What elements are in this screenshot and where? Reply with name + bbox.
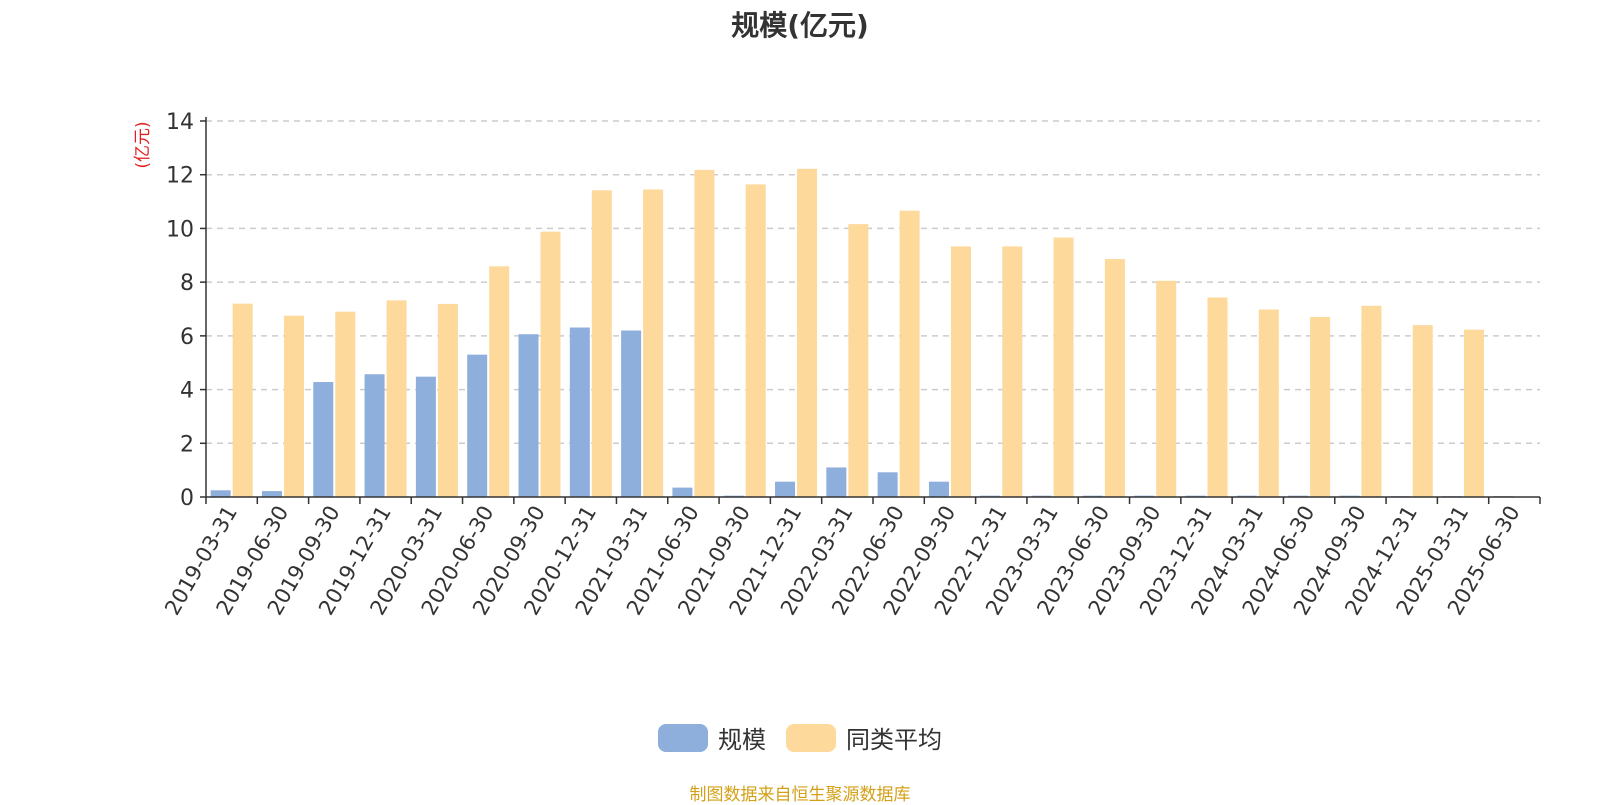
bar-peer-average-2020-03-31[interactable]	[437, 303, 458, 497]
bar-peer-average-2019-06-30[interactable]	[283, 315, 304, 497]
legend-swatch-peer-average	[786, 723, 836, 752]
bar-peer-average-2024-06-30[interactable]	[1310, 317, 1331, 497]
y-tick-label-6: 6	[180, 325, 194, 350]
legend-item-scale[interactable]: 规模	[658, 720, 766, 755]
bar-scale-2020-06-30[interactable]	[467, 354, 488, 497]
legend-item-peer-average[interactable]: 同类平均	[786, 720, 942, 755]
bars	[210, 168, 1514, 498]
y-tick-label-0: 0	[180, 486, 194, 511]
bar-peer-average-2022-12-31[interactable]	[1002, 246, 1023, 497]
chart-title: 规模(亿元)	[731, 9, 869, 42]
y-tick-label-12: 12	[166, 164, 194, 189]
legend-swatch-scale	[658, 723, 708, 752]
bar-scale-2022-06-30[interactable]	[877, 472, 898, 497]
y-tick-label-4: 4	[180, 379, 194, 404]
y-axis-label: (亿元)	[133, 121, 153, 168]
bar-peer-average-2021-06-30[interactable]	[694, 169, 715, 497]
y-tick-label-10: 10	[166, 217, 194, 242]
bar-scale-2021-03-31[interactable]	[621, 330, 642, 497]
bar-scale-2020-12-31[interactable]	[569, 327, 590, 497]
bar-peer-average-2022-03-31[interactable]	[848, 224, 869, 498]
y-tick-label-14: 14	[166, 110, 194, 135]
bar-peer-average-2019-12-31[interactable]	[386, 300, 407, 497]
legend: 规模 同类平均	[0, 720, 1600, 755]
bar-peer-average-2023-06-30[interactable]	[1104, 259, 1125, 497]
bar-scale-2022-03-31[interactable]	[826, 467, 847, 497]
bar-scale-2020-03-31[interactable]	[415, 376, 436, 497]
bar-scale-2022-09-30[interactable]	[928, 481, 949, 497]
legend-label-scale: 规模	[718, 726, 766, 754]
bar-peer-average-2021-12-31[interactable]	[797, 168, 818, 497]
legend-label-peer-average: 同类平均	[846, 726, 942, 754]
bar-peer-average-2021-03-31[interactable]	[643, 189, 664, 497]
bar-peer-average-2021-09-30[interactable]	[745, 184, 766, 497]
bar-peer-average-2025-03-31[interactable]	[1464, 329, 1485, 497]
y-tick-label-8: 8	[180, 271, 194, 296]
bar-scale-2020-09-30[interactable]	[518, 334, 539, 497]
source-note: 制图数据来自恒生聚源数据库	[689, 785, 911, 805]
bar-peer-average-2024-09-30[interactable]	[1361, 305, 1382, 497]
y-tick-label-2: 2	[180, 432, 194, 457]
bar-peer-average-2024-03-31[interactable]	[1258, 309, 1279, 497]
bar-peer-average-2023-09-30[interactable]	[1156, 280, 1177, 497]
bar-peer-average-2019-09-30[interactable]	[335, 311, 356, 497]
bar-scale-2019-06-30[interactable]	[261, 491, 282, 497]
bar-peer-average-2019-03-31[interactable]	[232, 303, 253, 497]
bar-peer-average-2023-12-31[interactable]	[1207, 297, 1228, 497]
bar-scale-2019-03-31[interactable]	[210, 490, 231, 497]
bar-scale-2019-12-31[interactable]	[364, 374, 385, 497]
bar-peer-average-2020-06-30[interactable]	[489, 266, 510, 497]
bar-peer-average-2024-12-31[interactable]	[1412, 325, 1433, 497]
bar-peer-average-2023-03-31[interactable]	[1053, 237, 1074, 497]
bar-peer-average-2020-12-31[interactable]	[591, 190, 612, 497]
bar-peer-average-2020-09-30[interactable]	[540, 231, 561, 497]
bar-scale-2021-12-31[interactable]	[775, 481, 796, 497]
bar-scale-2019-09-30[interactable]	[313, 382, 334, 497]
bar-peer-average-2022-09-30[interactable]	[950, 246, 971, 497]
bar-peer-average-2022-06-30[interactable]	[899, 210, 920, 497]
bar-scale-2021-06-30[interactable]	[672, 487, 693, 497]
